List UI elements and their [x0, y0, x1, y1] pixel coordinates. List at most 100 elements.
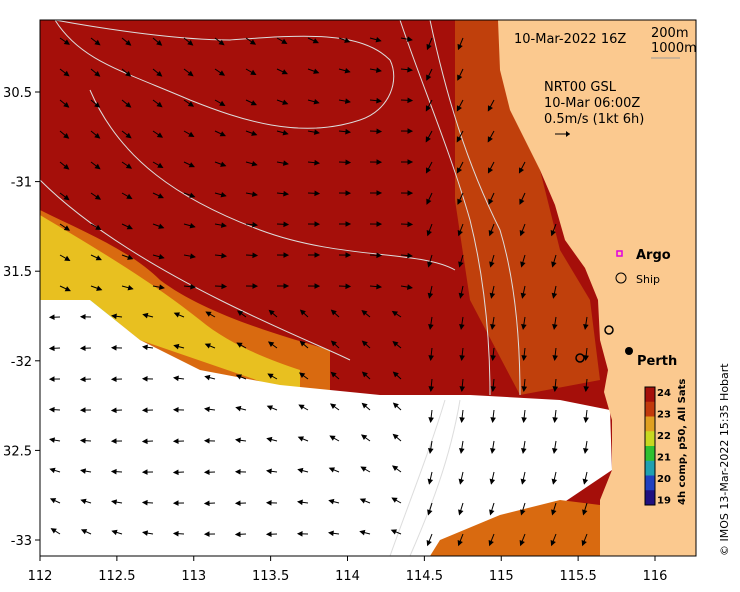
current-arrow-head	[127, 254, 134, 260]
current-arrow-head	[141, 438, 148, 445]
current-arrow-head	[487, 167, 494, 174]
credit-label: © IMOS 13-Mar-2022 15:35 Hobart	[718, 363, 731, 556]
current-arrow-head	[520, 478, 527, 485]
current-arrow-head	[427, 509, 433, 516]
current-arrow-head	[236, 342, 243, 348]
scale-arrow-head	[566, 131, 570, 137]
current-arrow-head	[487, 136, 493, 143]
current-arrow-head	[204, 374, 211, 381]
current-arrow-head	[314, 190, 321, 197]
current-arrow-head	[283, 190, 290, 197]
current-arrow-head	[392, 402, 399, 409]
current-arrow-head	[125, 71, 132, 77]
current-arrow-head	[361, 402, 368, 409]
current-arrow-head	[156, 40, 163, 46]
current-arrow-head	[173, 312, 180, 318]
current-arrow-head	[376, 128, 383, 135]
current-arrow-head	[459, 323, 465, 330]
current-arrow-head	[141, 499, 148, 506]
current-arrow-head	[205, 311, 212, 317]
current-arrow-head	[345, 190, 352, 196]
current-arrow-head	[457, 198, 463, 205]
current-arrow-head	[521, 386, 528, 393]
current-arrow-head	[156, 70, 163, 77]
map-plot-area	[40, 20, 696, 556]
current-arrow-head	[187, 70, 194, 77]
colorbar-swatch	[645, 387, 655, 403]
current-arrow-head	[361, 434, 368, 441]
current-arrow-head	[252, 252, 259, 259]
current-arrow-head	[63, 101, 70, 108]
y-tick-label: -33	[11, 534, 32, 549]
current-arrow-head	[376, 221, 383, 227]
current-arrow-head	[125, 132, 132, 139]
current-arrow-head	[489, 478, 496, 485]
current-arrow-head	[94, 70, 101, 77]
current-arrow-head	[221, 283, 228, 290]
y-tick-label: 32.5	[3, 444, 32, 459]
x-tick-label: 115.5	[560, 569, 597, 584]
current-arrow-head	[327, 530, 334, 537]
current-arrow-head	[407, 128, 414, 134]
current-arrow-head	[126, 224, 133, 230]
current-arrow-head	[551, 261, 557, 268]
current-arrow-head	[266, 405, 273, 411]
current-arrow-head	[220, 161, 227, 167]
current-arrow-head	[251, 191, 258, 197]
cloud-mask	[40, 300, 612, 556]
current-arrow-head	[79, 376, 86, 383]
current-arrow-head	[48, 314, 55, 320]
current-arrow-head	[407, 252, 414, 259]
current-arrow-head	[344, 37, 351, 43]
x-tick-label: 113.5	[252, 569, 289, 584]
current-arrow-head	[49, 437, 56, 443]
current-arrow-head	[488, 229, 494, 237]
current-arrow-head	[583, 386, 590, 393]
current-arrow-head	[361, 340, 368, 347]
colorbar-tick-label: 24	[657, 388, 671, 399]
current-arrow-head	[299, 340, 306, 347]
current-arrow-head	[141, 376, 148, 382]
current-arrow-head	[265, 500, 272, 506]
current-arrow-head	[127, 284, 134, 291]
current-arrow-head	[203, 469, 210, 475]
current-arrow-head	[458, 509, 464, 516]
current-arrow-head	[519, 198, 525, 205]
current-arrow-head	[551, 509, 557, 516]
current-arrow-head	[63, 163, 70, 170]
current-arrow-head	[456, 167, 463, 174]
current-arrow-head	[80, 498, 87, 505]
current-arrow-head	[456, 136, 462, 143]
current-arrow-head	[314, 283, 321, 289]
current-arrow-head	[583, 417, 589, 424]
current-arrow-head	[360, 466, 367, 472]
current-arrow-head	[391, 497, 398, 503]
current-arrow-head	[375, 67, 382, 73]
colorbar	[644, 386, 656, 506]
current-arrow-head	[581, 539, 587, 547]
current-arrow-head	[330, 371, 337, 378]
current-arrow-head	[252, 221, 259, 228]
ship-icon	[615, 272, 627, 284]
current-arrow-head	[392, 340, 399, 347]
current-arrow-head	[158, 253, 165, 260]
current-arrow-head	[95, 255, 102, 261]
current-arrow-head	[111, 499, 118, 505]
current-arrow-head	[457, 43, 463, 51]
current-arrow-head	[459, 355, 465, 362]
current-arrow-head	[299, 372, 306, 379]
colorbar-swatch	[645, 401, 655, 417]
current-arrow-head	[250, 69, 257, 76]
current-arrow-head	[49, 498, 57, 504]
current-arrow-head	[552, 323, 558, 330]
current-arrow-head	[203, 500, 210, 507]
current-arrow-head	[234, 469, 241, 475]
current-arrow-head	[425, 167, 432, 174]
current-arrow-head	[283, 221, 290, 228]
current-arrow-head	[426, 74, 432, 81]
current-arrow-head	[268, 309, 275, 316]
current-arrow-head	[583, 447, 589, 454]
current-arrow-head	[110, 468, 117, 475]
current-arrow-head	[94, 39, 101, 46]
current-arrow-head	[521, 355, 527, 362]
